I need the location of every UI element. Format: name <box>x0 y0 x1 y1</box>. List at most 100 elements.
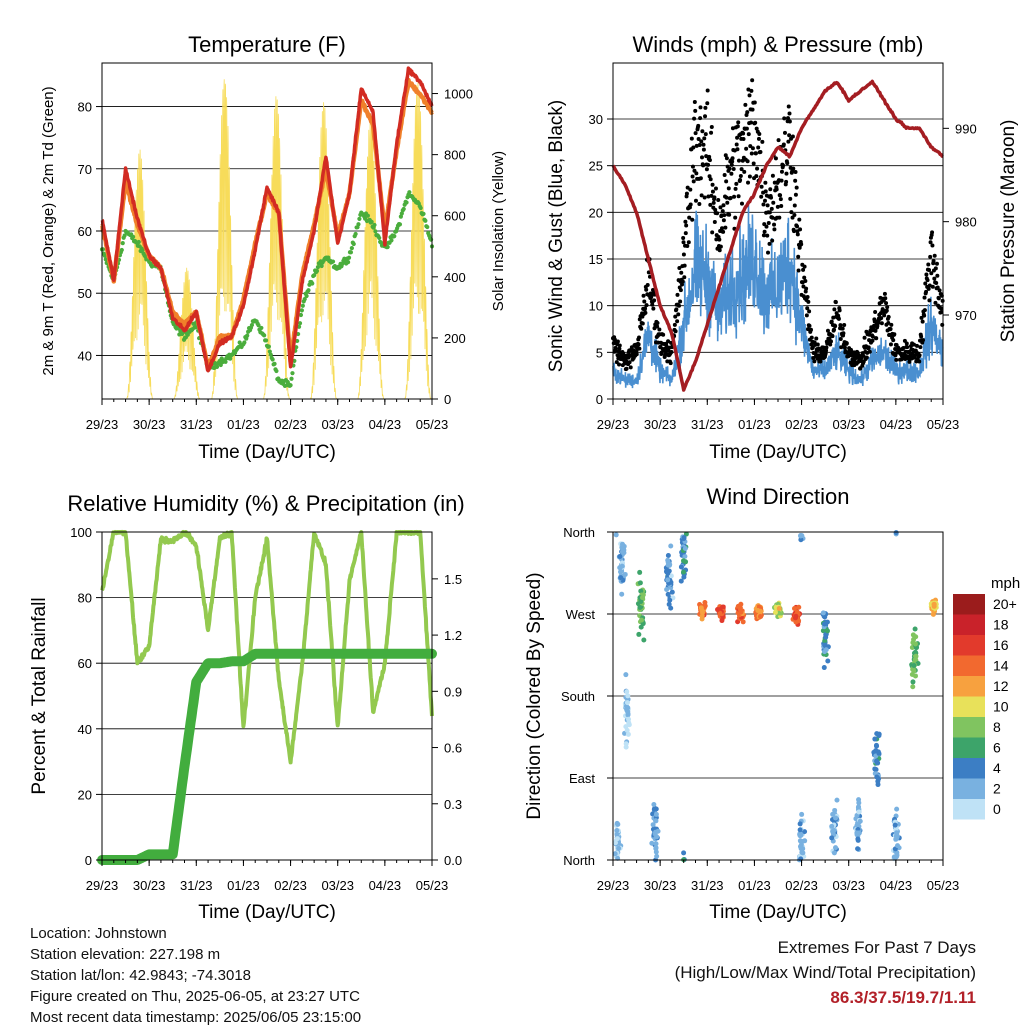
temperature-ytick-right-label: 0 <box>444 392 451 407</box>
direction-point <box>680 558 686 564</box>
gust-point <box>697 202 702 207</box>
direction-point <box>855 846 861 852</box>
gust-point <box>879 316 884 321</box>
gust-point <box>677 303 681 308</box>
gust-point <box>634 352 639 357</box>
gust-point <box>931 258 936 263</box>
gust-point <box>702 136 707 141</box>
humidity-ytick-right-label: 0.9 <box>444 684 462 699</box>
gust-point <box>801 284 806 289</box>
gust-point <box>926 262 931 267</box>
direction-point <box>619 591 625 597</box>
gust-point <box>643 306 648 311</box>
humidity-ytick-label: 40 <box>78 722 92 737</box>
temperature-ytick-right-label: 200 <box>444 331 466 346</box>
direction-point <box>681 850 687 856</box>
direction-point <box>910 684 916 690</box>
direction-point <box>895 843 901 849</box>
gust-point <box>933 300 938 305</box>
temperature-panel: Temperature (F) 405060708002004006008001… <box>40 32 507 463</box>
solar-insolation-line <box>404 81 432 400</box>
direction-point <box>876 750 882 756</box>
gust-point <box>675 292 680 297</box>
direction-point <box>617 553 623 559</box>
colorbar-label: 14 <box>993 658 1009 674</box>
direction-point <box>682 553 688 559</box>
gust-point <box>704 167 709 172</box>
dewpoint-point <box>425 224 430 230</box>
gust-point <box>829 319 834 324</box>
dewpoint-point <box>289 376 294 381</box>
gust-point <box>738 178 743 183</box>
gust-point <box>751 161 756 166</box>
colorbar-swatch <box>953 778 985 799</box>
direction-title: Wind Direction <box>706 484 849 509</box>
gust-point <box>721 203 726 208</box>
direction-point <box>893 530 899 536</box>
gust-point <box>746 87 751 92</box>
gust-point <box>756 136 761 141</box>
gust-point <box>866 345 871 350</box>
gust-point <box>755 166 760 171</box>
direction-point <box>757 614 763 620</box>
direction-xtick-label: 05/23 <box>927 878 960 893</box>
gust-point <box>733 186 738 191</box>
direction-xtick-label: 29/23 <box>597 878 630 893</box>
direction-point <box>930 611 936 617</box>
humidity-ytick-right-label: 1.2 <box>444 628 462 643</box>
gust-point <box>888 327 893 332</box>
dewpoint-point <box>312 273 317 278</box>
gust-point <box>832 307 837 312</box>
gust-point <box>778 193 783 198</box>
direction-point <box>619 563 625 569</box>
direction-point <box>637 569 643 575</box>
gust-point <box>621 353 626 358</box>
direction-point <box>668 573 674 579</box>
dewpoint-point <box>263 338 269 343</box>
dewpoint-point <box>290 371 295 376</box>
direction-point <box>652 831 658 837</box>
gust-point <box>629 345 634 350</box>
direction-point <box>678 564 684 570</box>
gust-point <box>766 250 771 255</box>
gust-point <box>771 200 776 205</box>
gust-point <box>735 135 740 140</box>
gust-point <box>807 323 812 328</box>
gust-point <box>694 171 699 176</box>
temperature-ytick-label: 60 <box>78 224 92 239</box>
gust-point <box>833 324 838 329</box>
gust-point <box>744 146 749 151</box>
gust-point <box>712 195 717 200</box>
gust-point <box>627 360 632 365</box>
gust-point <box>765 233 770 238</box>
gust-point <box>708 202 713 207</box>
gust-point <box>862 335 867 340</box>
dewpoint-point <box>392 234 397 239</box>
direction-point <box>613 532 619 538</box>
dewpoint-point <box>421 211 426 216</box>
gust-point <box>763 189 768 194</box>
gust-point <box>681 240 686 245</box>
direction-point <box>796 604 802 610</box>
direction-point <box>831 828 837 834</box>
direction-point <box>654 853 660 859</box>
gust-point <box>871 323 876 328</box>
gust-point <box>805 295 810 300</box>
gust-point <box>806 299 811 304</box>
gust-point <box>747 93 752 98</box>
gust-point <box>739 167 744 172</box>
gust-point <box>652 298 657 303</box>
dewpoint-point <box>349 246 354 251</box>
gust-point <box>722 213 727 218</box>
dewpoint-point <box>299 308 304 313</box>
gust-point <box>901 345 906 350</box>
gust-point <box>615 353 620 358</box>
direction-point <box>911 663 917 669</box>
dewpoint-point <box>136 239 141 245</box>
gust-point <box>743 102 748 107</box>
gust-point <box>673 314 678 319</box>
gust-point <box>709 193 714 198</box>
gust-point <box>703 132 708 137</box>
direction-point <box>681 569 687 575</box>
gust-point <box>932 253 937 258</box>
